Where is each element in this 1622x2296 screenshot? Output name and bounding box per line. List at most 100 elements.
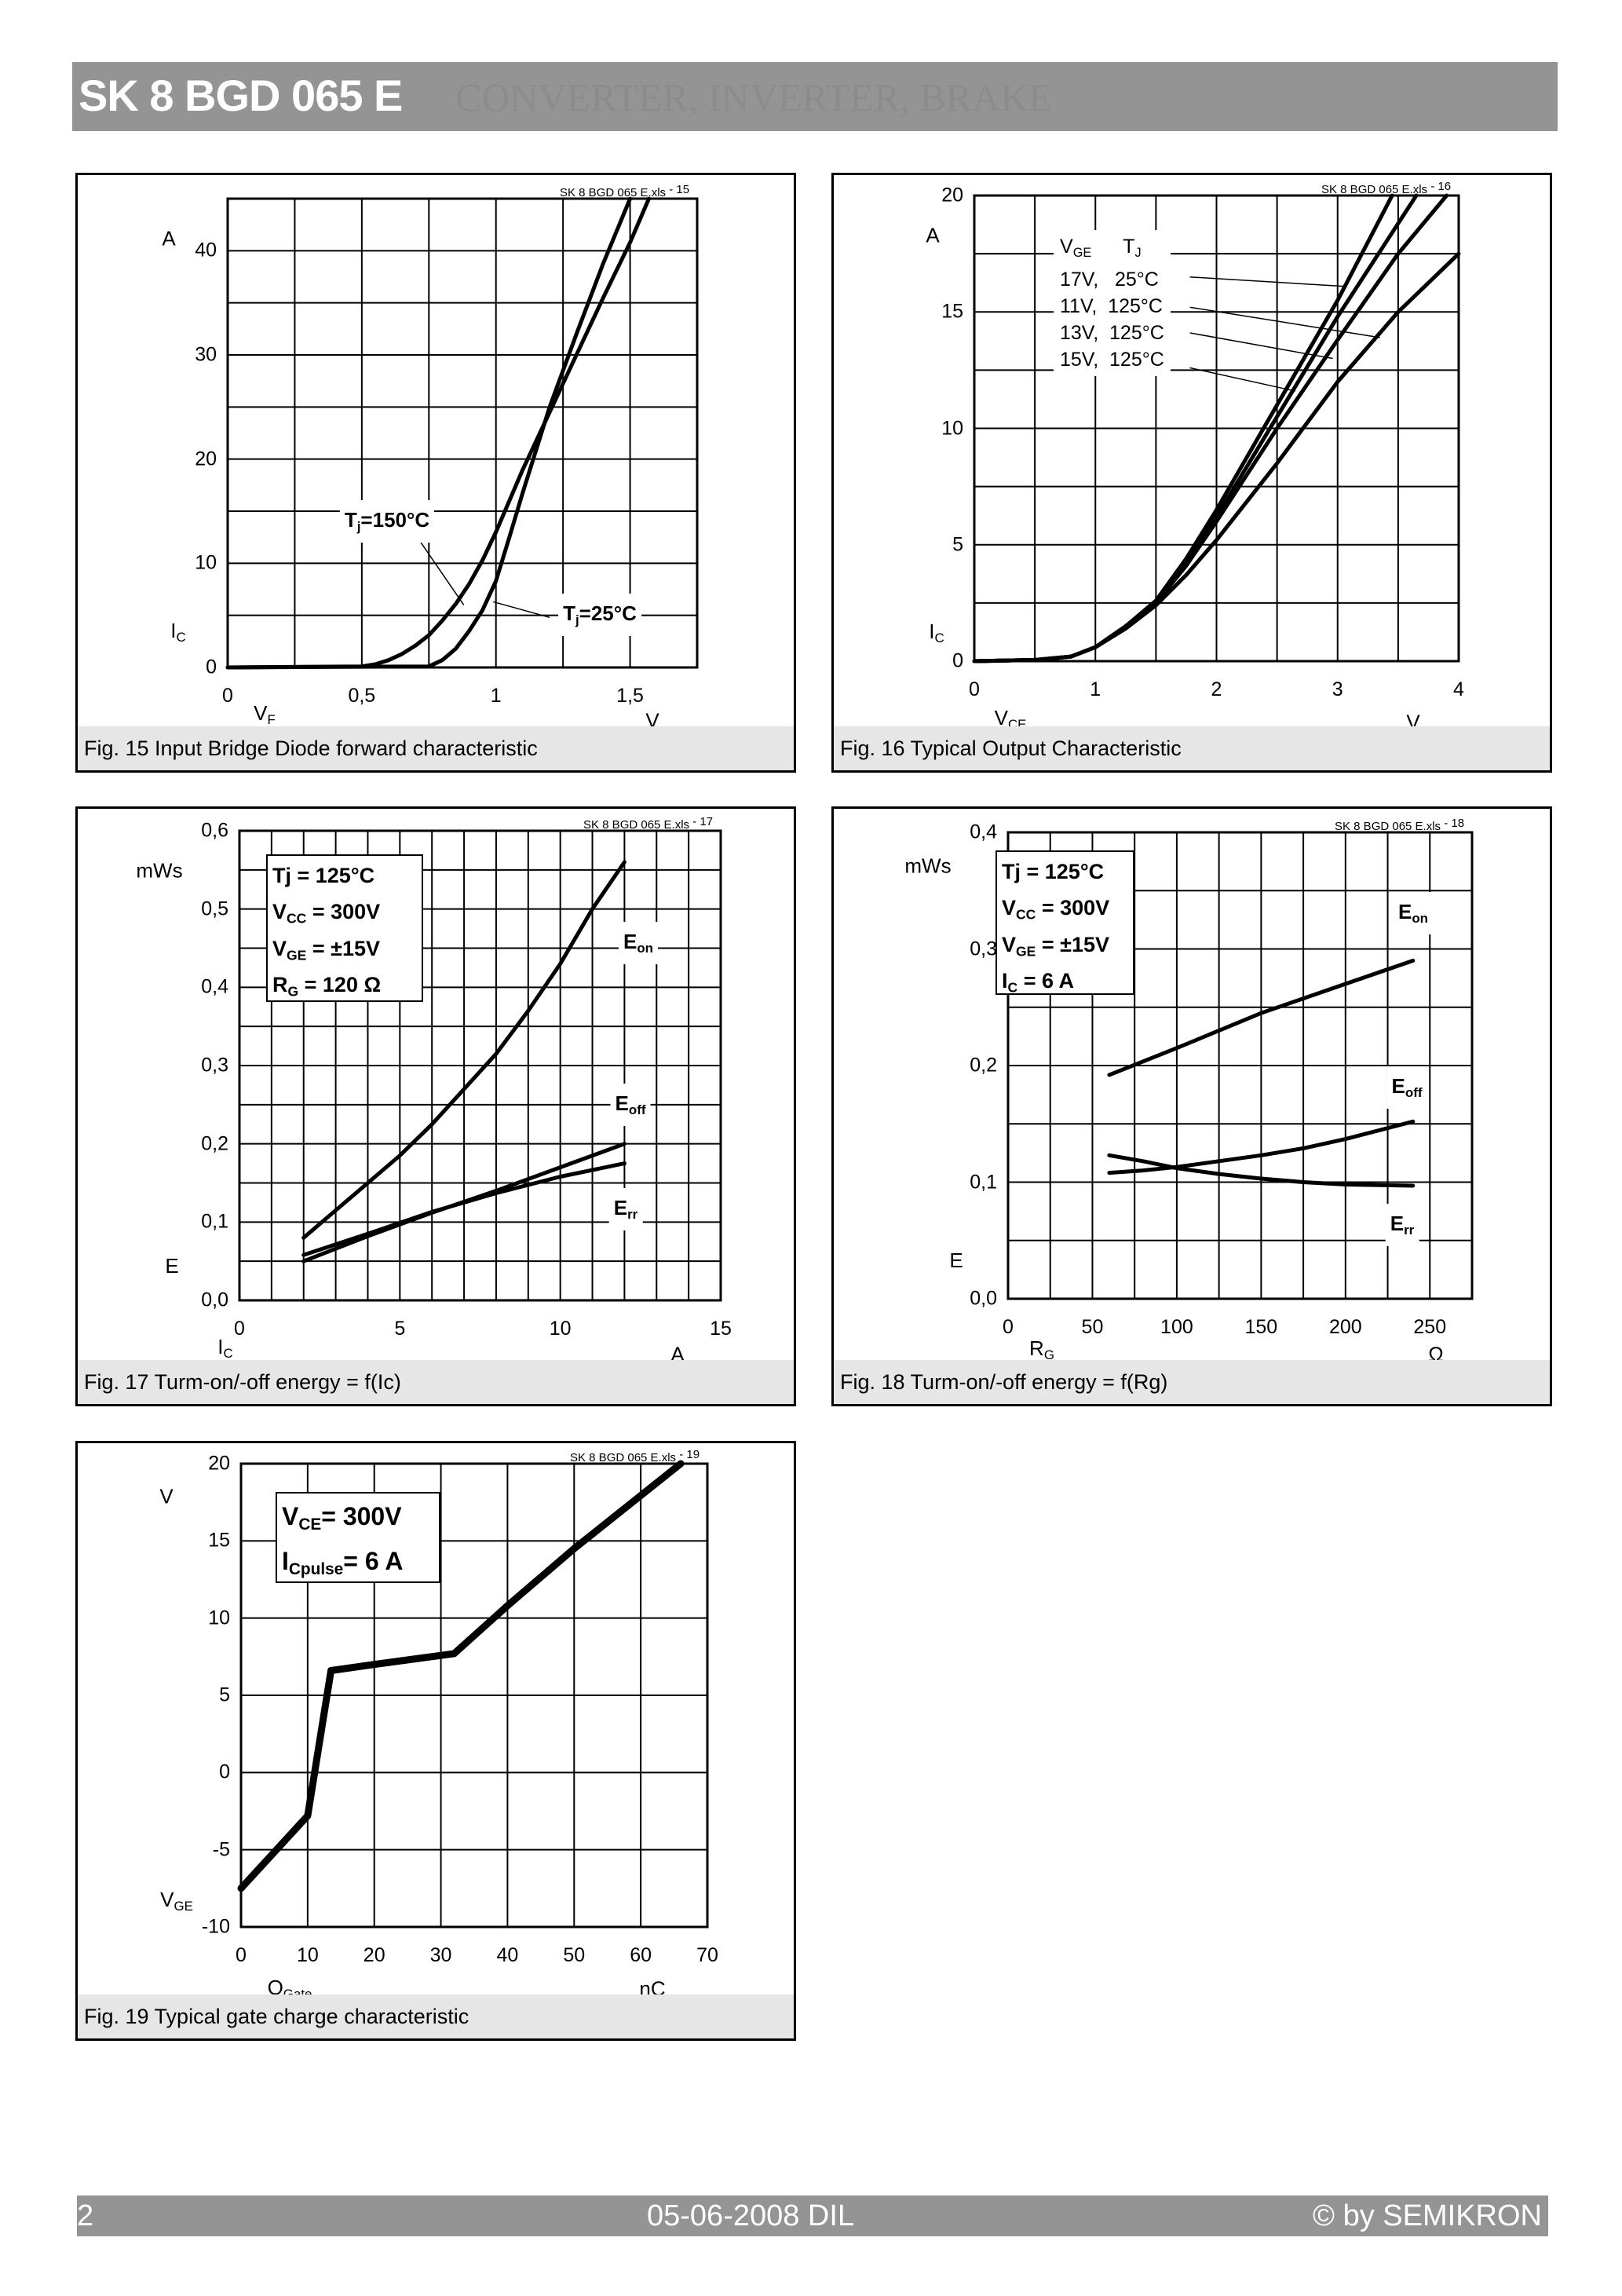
file-ref-name: SK 8 BGD 065 E.xls [1335, 820, 1441, 833]
curve-label: Tj=25°C [558, 593, 641, 637]
legend-tj: TJ [1123, 236, 1141, 260]
x-tick-label: 50 [563, 1944, 586, 1966]
y-axis-unit: A [926, 223, 940, 247]
file-reference: SK 8 BGD 065 E.xls - 18 [1335, 817, 1464, 833]
x-tick-label: 3 [1332, 678, 1343, 700]
footer-bar: 2 05-06-2008 DIL © by SEMIKRON [77, 2195, 1548, 2236]
x-axis-symbol: IC [217, 1335, 232, 1362]
x-axis-label: IC [217, 1335, 232, 1361]
curve-label-text-sub: rr [627, 1207, 638, 1223]
y-axis-label-main: I [170, 618, 177, 642]
condition-line: VGE = ±15V [1002, 930, 1128, 966]
plot-svg [238, 829, 722, 1302]
y-tick-label: 15 [208, 1529, 230, 1552]
x-tick-label: 30 [429, 1944, 452, 1966]
x-tick-label: 60 [630, 1944, 652, 1966]
y-axis-label-main: V [160, 1887, 174, 1911]
curve-label-text-sub: off [628, 1102, 646, 1118]
series-legend: VGE TJ 17V, 25°C 11V, 125°C 13V, 125°C 15V, 1… [1054, 230, 1171, 376]
y-axis-label: E [949, 1249, 963, 1272]
product-title: SK 8 BGD 065 E [79, 71, 403, 120]
plot-frame [973, 194, 1460, 663]
y-tick-label: 10 [195, 551, 217, 574]
curve-label-text: Tj=25°C [563, 601, 637, 627]
plot-svg [972, 193, 1461, 664]
condition-line: VCE= 300V [282, 1498, 434, 1543]
y-tick-label: 5 [219, 1684, 230, 1706]
y-tick-label: 20 [195, 448, 217, 470]
condition-sub: GE [1016, 942, 1036, 959]
y-axis-label: IC [929, 620, 944, 646]
condition: Tj = 125°C [1002, 860, 1104, 883]
curve-label-text-main: T [563, 601, 575, 625]
x-axis-label-sub: G [1043, 1347, 1054, 1363]
y-axis-symbol: VGE [160, 1888, 193, 1914]
condition-rest: = 120 Ω [298, 972, 382, 996]
condition-rest: = ±15V [306, 936, 380, 960]
y-tick-label: 0,4 [201, 975, 228, 998]
leader-line [1189, 276, 1344, 287]
x-axis-label-main: Q [267, 1975, 283, 1999]
x-tick-label: 0 [234, 1318, 245, 1340]
figure-caption: Fig. 17 Turm-on/-off energy = f(Ic) [78, 1360, 794, 1404]
condition-rest: = ±15V [1036, 932, 1109, 956]
y-axis-label-sub: C [934, 631, 944, 646]
x-tick-label: 150 [1244, 1316, 1278, 1338]
condition-main: I [282, 1547, 289, 1576]
condition-sub: CC [1016, 906, 1036, 923]
x-tick-label: 15 [710, 1318, 732, 1340]
y-tick-label: -5 [212, 1838, 230, 1861]
y-tick-label: 0,5 [201, 898, 228, 920]
file-ref-number: - 17 [692, 815, 714, 828]
condition-main: V [282, 1502, 299, 1530]
condition-line: VCC = 300V [272, 897, 417, 933]
x-tick-label: 1 [490, 685, 502, 707]
y-tick-label: 30 [195, 343, 217, 366]
figure-caption: Fig. 15 Input Bridge Diode forward chara… [78, 726, 794, 770]
conditions-box: Tj = 125°C VCC = 300V VGE = ±15V IC = 6 A [995, 850, 1134, 995]
condition-sub: C [1007, 979, 1018, 995]
y-axis-label: VGE [160, 1887, 193, 1914]
y-tick-label: 0,3 [970, 938, 997, 960]
x-axis-label-sub: F [267, 712, 276, 728]
curve-label: Err [1385, 1203, 1419, 1247]
y-tick-label: 0 [219, 1760, 230, 1783]
plot-frame [238, 829, 722, 1302]
curve-label: Eoff [610, 1083, 651, 1127]
y-axis-label-main: E [949, 1248, 963, 1272]
leader-line [1189, 306, 1380, 338]
condition-rest: = 6 A [1017, 968, 1074, 993]
file-reference: SK 8 BGD 065 E.xls - 19 [570, 1448, 700, 1464]
curve-label-text-rest: =25°C [579, 601, 637, 625]
y-tick-label: 0,3 [201, 1054, 228, 1077]
legend-header: VGE TJ [1060, 233, 1164, 266]
x-tick-label: 200 [1328, 1316, 1362, 1338]
condition-sub: CC [287, 910, 307, 927]
curve-label-text: Eoff [616, 1091, 646, 1118]
condition-rest: = 300V [321, 1502, 402, 1530]
condition: IC = 6 A [1002, 968, 1074, 995]
legend-entry: 13V, 125°C [1060, 321, 1164, 344]
y-tick-label: 0,0 [201, 1289, 228, 1311]
x-tick-label: 4 [1453, 678, 1464, 700]
curve-label-text: Eon [623, 929, 653, 956]
y-tick-label: 0,6 [201, 819, 228, 842]
leader-line [420, 542, 465, 605]
x-axis-label: RG [1029, 1336, 1054, 1363]
condition: VGE = ±15V [1002, 932, 1109, 959]
legend-tj-main: T [1123, 236, 1135, 258]
series-line-eoff [1107, 1119, 1416, 1175]
series-line-0 [237, 1460, 685, 1892]
figure-caption: Fig. 19 Typical gate charge characterist… [78, 1994, 794, 2038]
chart-panel-fig19: 010203040506070-10-505101520QGatenCVVGES… [75, 1441, 796, 2041]
condition-line: ICpulse= 6 A [282, 1543, 434, 1588]
condition-main: V [1002, 932, 1017, 956]
curve-label-text-main: E [623, 929, 637, 953]
condition-sub: G [287, 983, 299, 999]
curve-label-text-rest: =150°C [360, 507, 430, 532]
condition-line: VGE = ±15V [272, 934, 417, 970]
x-tick-label: 1 [1090, 678, 1101, 700]
condition-sub: GE [287, 946, 307, 963]
condition-main: R [272, 972, 288, 996]
